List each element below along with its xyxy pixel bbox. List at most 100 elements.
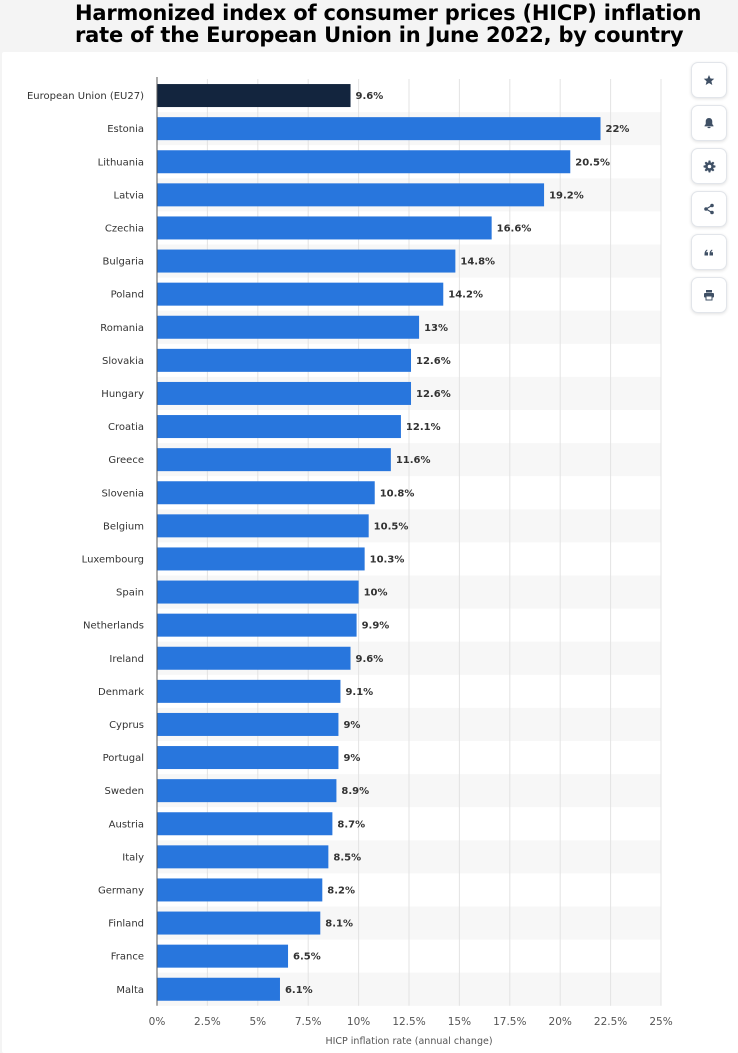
bar[interactable] (157, 845, 329, 869)
category-label: Estonia (107, 124, 144, 135)
x-tick-label: 2.5% (194, 1016, 221, 1028)
category-labels: European Union (EU27) Estonia Lithuania Lat… (27, 91, 144, 996)
category-label: Germany (98, 885, 144, 896)
value-label: 16.6% (497, 223, 532, 234)
value-label: 11.6% (396, 455, 431, 466)
x-axis-ticks: 0% 2.5% 5% 7.5% 10% 12.5% 15% 17.5% 20% 22.5% 25% (149, 1016, 673, 1028)
value-label: 8.2% (327, 885, 355, 896)
category-label: Malta (116, 985, 144, 996)
cite-button[interactable] (691, 234, 727, 270)
value-label: 8.5% (333, 852, 361, 863)
category-label: Finland (108, 919, 144, 930)
bar[interactable] (157, 117, 601, 141)
value-label: 14.8% (460, 257, 495, 268)
bar[interactable] (157, 481, 375, 505)
bar[interactable] (157, 315, 420, 339)
bar[interactable] (157, 878, 323, 902)
star-icon (703, 75, 715, 85)
bar[interactable] (157, 944, 289, 968)
bar[interactable] (157, 216, 492, 240)
category-label: Austria (109, 819, 144, 830)
notification-button[interactable] (691, 105, 727, 141)
bar[interactable] (157, 746, 339, 770)
bar[interactable] (157, 779, 337, 803)
bar[interactable] (157, 150, 571, 174)
x-tick-label: 12.5% (392, 1016, 425, 1028)
value-label: 10.3% (370, 554, 405, 565)
value-label: 14.2% (448, 290, 483, 301)
bar[interactable] (157, 381, 412, 405)
share-icon (704, 203, 714, 215)
category-label: Luxembourg (82, 554, 144, 565)
value-label: 12.6% (416, 356, 451, 367)
value-label: 9% (343, 720, 360, 731)
print-icon (704, 290, 714, 301)
value-label: 19.2% (549, 190, 584, 201)
value-label: 10.8% (380, 488, 415, 499)
value-label: 9.6% (356, 654, 384, 665)
bar[interactable] (157, 84, 351, 108)
bar[interactable] (157, 448, 391, 472)
value-label: 13% (424, 323, 448, 334)
bar[interactable] (157, 547, 365, 571)
value-label: 8.7% (337, 819, 365, 830)
value-label: 8.1% (325, 919, 353, 930)
x-tick-label: 10% (347, 1016, 370, 1028)
x-tick-label: 15% (448, 1016, 471, 1028)
bar[interactable] (157, 580, 359, 604)
category-label: Belgium (103, 521, 144, 532)
bar[interactable] (157, 613, 357, 637)
share-button[interactable] (691, 191, 727, 227)
bar[interactable] (157, 514, 369, 538)
bar[interactable] (157, 282, 444, 306)
value-label: 10% (364, 588, 388, 599)
value-label: 9% (343, 753, 360, 764)
value-labels: 9.6% 22% 20.5% 19.2% 16.6% 14.8% 14.2% 13% 12.6%… (285, 91, 629, 996)
category-label: Poland (111, 290, 144, 301)
value-label: 12.6% (416, 389, 451, 400)
category-label: Italy (122, 852, 144, 863)
bar[interactable] (157, 712, 339, 736)
x-tick-label: 17.5% (493, 1016, 526, 1028)
bar[interactable] (157, 348, 412, 372)
print-button[interactable] (691, 277, 727, 313)
value-label: 22% (606, 124, 630, 135)
favorite-button[interactable] (691, 62, 727, 98)
value-label: 12.1% (406, 422, 441, 433)
bar[interactable] (157, 679, 341, 703)
value-label: 10.5% (374, 521, 409, 532)
category-label: Denmark (98, 687, 144, 698)
category-label: Spain (116, 588, 144, 599)
category-label: Slovakia (102, 356, 144, 367)
value-label: 9.6% (356, 91, 384, 102)
bar[interactable] (157, 249, 456, 273)
value-label: 9.1% (345, 687, 373, 698)
category-label: Portugal (103, 753, 144, 764)
bar[interactable] (157, 646, 351, 670)
category-label: Sweden (104, 786, 144, 797)
bell-icon (704, 118, 714, 129)
category-label: Netherlands (83, 621, 144, 632)
chart-title: Harmonized index of consumer prices (HIC… (75, 1, 702, 47)
bar[interactable] (157, 183, 545, 207)
x-tick-label: 0% (149, 1016, 166, 1028)
x-axis-title: HICP inflation rate (annual change) (325, 1036, 492, 1047)
category-label: Greece (108, 455, 144, 466)
x-tick-label: 7.5% (295, 1016, 322, 1028)
value-label: 6.1% (285, 985, 313, 996)
x-tick-label: 20% (549, 1016, 572, 1028)
bar[interactable] (157, 812, 333, 836)
bars (157, 84, 601, 1001)
settings-button[interactable] (691, 148, 727, 184)
quote-icon (704, 249, 713, 256)
category-label: France (111, 952, 144, 963)
x-tick-label: 22.5% (594, 1016, 627, 1028)
category-label: Cyprus (109, 720, 144, 731)
bar[interactable] (157, 415, 401, 439)
category-label: Hungary (101, 389, 144, 400)
bar[interactable] (157, 911, 321, 935)
bar[interactable] (157, 977, 280, 1001)
category-label: Czechia (105, 223, 144, 234)
